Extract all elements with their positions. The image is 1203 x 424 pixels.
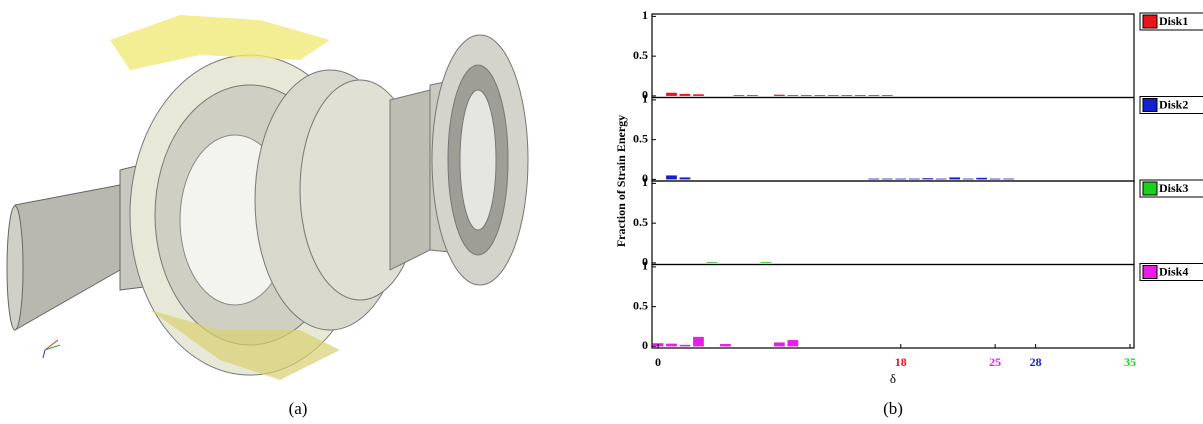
y-tick-label: 1	[642, 8, 648, 22]
plot-frame	[651, 13, 1135, 99]
y-tick-label: 0.5	[633, 131, 648, 145]
plot-frame	[651, 180, 1135, 266]
bar	[868, 178, 880, 180]
y-tick-label: 1	[642, 259, 648, 273]
bar	[787, 340, 799, 347]
bar	[881, 178, 893, 180]
bar	[854, 95, 866, 96]
y-tick-label: 1	[642, 92, 648, 106]
legend-label: Disk3	[1159, 181, 1188, 195]
legend-swatch	[1142, 14, 1158, 29]
bar	[935, 178, 947, 180]
bar	[1003, 178, 1015, 180]
y-tick-label: 0	[642, 255, 648, 269]
bar	[976, 177, 988, 180]
bar	[908, 178, 920, 180]
bar	[693, 94, 704, 96]
bar	[949, 177, 961, 180]
x-tick-label: 25	[989, 355, 1001, 369]
legend-swatch	[1142, 181, 1158, 196]
legend-frame	[1139, 96, 1203, 114]
legend-label: Disk1	[1159, 14, 1188, 28]
legend-label: Disk4	[1159, 264, 1188, 278]
bar	[962, 178, 974, 180]
legend-frame	[1139, 12, 1203, 31]
y-axis-label: Fraction of Strain Energy	[614, 115, 628, 247]
bar	[881, 95, 893, 96]
y-tick-label: 0.5	[633, 215, 648, 229]
legend-frame	[1139, 263, 1203, 281]
y-tick-label: 0.5	[633, 48, 648, 62]
bar	[706, 262, 718, 263]
bar	[814, 95, 826, 96]
bar	[666, 92, 677, 96]
plot-frame	[651, 96, 1135, 182]
bar	[666, 343, 677, 347]
y-tick-label: 0	[642, 171, 648, 185]
bar	[693, 336, 704, 347]
bar	[787, 95, 799, 96]
bar	[679, 93, 691, 96]
bar	[720, 344, 731, 347]
bar	[666, 175, 677, 180]
caption: (a)	[289, 399, 308, 418]
x-tick-label: 18	[895, 355, 907, 369]
x-tick-label: 28	[1030, 355, 1042, 369]
legend-swatch	[1142, 265, 1158, 279]
legend-label: Disk2	[1159, 97, 1188, 111]
bar	[827, 95, 839, 96]
legend-swatch	[1142, 98, 1158, 112]
bar	[747, 95, 758, 96]
bar	[773, 94, 785, 96]
bar	[733, 95, 745, 96]
x-tick-label: 0	[655, 355, 661, 369]
legend-frame	[1139, 179, 1203, 198]
x-tick-label: 35	[1124, 355, 1136, 369]
x-axis-label: δ	[890, 371, 896, 386]
bar	[989, 178, 1001, 180]
y-tick-label: 0	[642, 338, 648, 352]
bar	[760, 262, 772, 263]
bar	[868, 95, 880, 96]
bar	[679, 344, 691, 347]
bar	[922, 178, 934, 180]
turbine-rendering	[6, 15, 529, 380]
bar	[679, 177, 691, 180]
bar	[895, 178, 907, 180]
y-tick-label: 1	[642, 175, 648, 189]
bar	[800, 95, 812, 96]
bar	[773, 342, 785, 347]
caption: (b)	[883, 399, 903, 418]
plot-frame	[651, 263, 1135, 349]
bar	[841, 95, 853, 96]
y-tick-label: 0	[642, 88, 648, 102]
y-tick-label: 0.5	[633, 298, 648, 312]
